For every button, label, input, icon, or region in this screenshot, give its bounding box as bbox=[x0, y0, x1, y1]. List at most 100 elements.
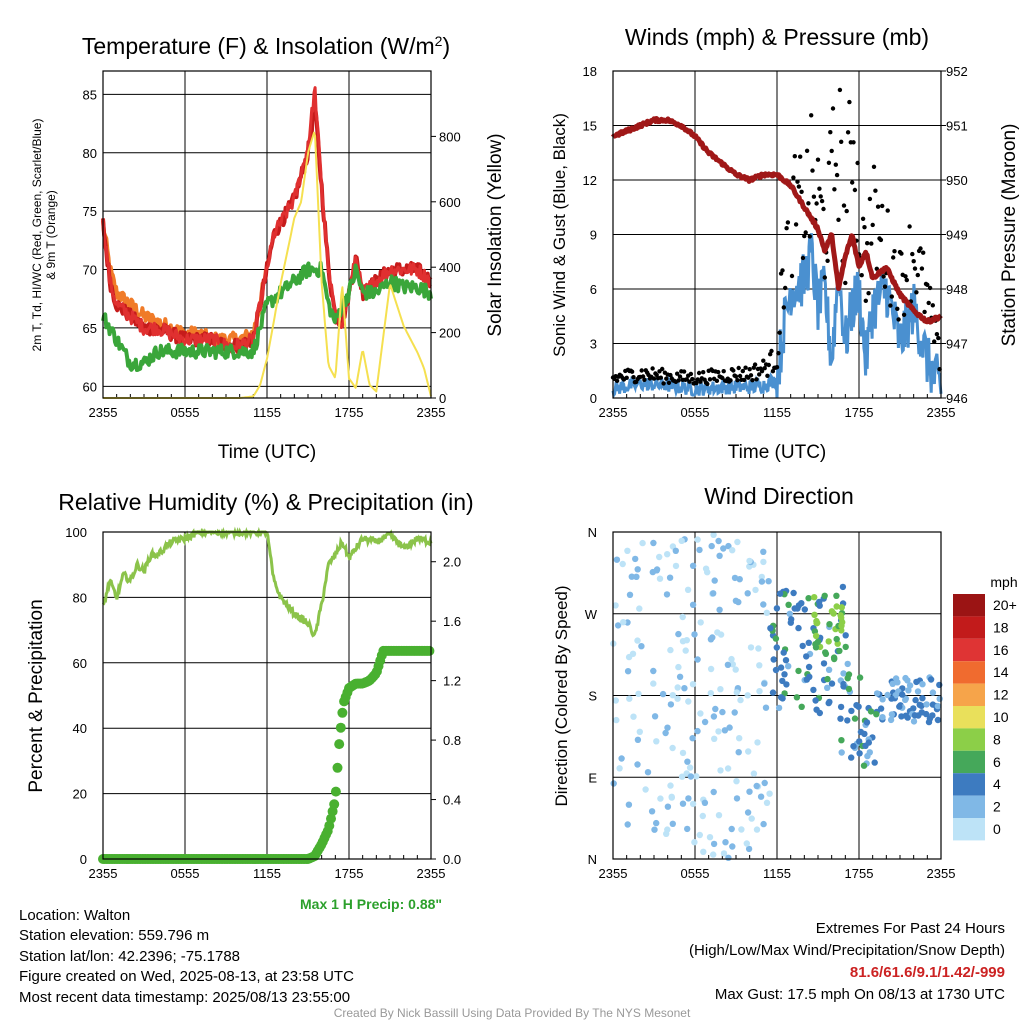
y-axis-label: Direction (Colored By Speed) bbox=[552, 585, 571, 806]
colorbar-label: 0 bbox=[993, 821, 1001, 837]
direction-point bbox=[716, 606, 723, 613]
gust-point bbox=[814, 201, 819, 206]
gust-point bbox=[735, 378, 740, 383]
direction-point bbox=[820, 660, 828, 667]
direction-point bbox=[685, 698, 692, 705]
gust-point bbox=[792, 154, 797, 159]
direction-point bbox=[855, 703, 862, 710]
gust-point bbox=[851, 140, 856, 145]
y-tick-label: 85 bbox=[83, 87, 97, 102]
direction-point bbox=[786, 610, 793, 617]
direction-point bbox=[682, 647, 689, 654]
x-tick-label: 2355 bbox=[417, 405, 446, 420]
direction-point bbox=[613, 556, 621, 563]
direction-point bbox=[793, 694, 801, 701]
direction-point bbox=[760, 601, 767, 608]
direction-point bbox=[844, 675, 851, 682]
direction-point bbox=[710, 840, 718, 848]
y2-tick-label: 400 bbox=[439, 260, 461, 275]
direction-point bbox=[636, 605, 643, 612]
x-tick-label: 1755 bbox=[845, 866, 874, 881]
x-tick-label: 2355 bbox=[599, 866, 628, 881]
direction-point bbox=[619, 560, 626, 568]
direction-point bbox=[694, 727, 701, 735]
y-tick-label: N bbox=[588, 852, 597, 867]
direction-point bbox=[656, 553, 663, 561]
direction-point bbox=[664, 551, 671, 558]
direction-point bbox=[708, 542, 715, 550]
direction-point bbox=[877, 705, 885, 712]
gust-point bbox=[914, 290, 919, 295]
y2-tick-label: 0.0 bbox=[443, 852, 461, 867]
direction-point bbox=[689, 681, 697, 688]
direction-point bbox=[699, 812, 706, 820]
gust-point bbox=[806, 201, 811, 206]
y2-tick-label: 0.8 bbox=[443, 733, 461, 748]
direction-point bbox=[838, 737, 845, 744]
gust-point bbox=[798, 154, 803, 159]
direction-point bbox=[625, 801, 633, 808]
direction-point bbox=[707, 690, 714, 697]
gust-point bbox=[660, 366, 665, 372]
gust-point bbox=[845, 130, 851, 135]
direction-point bbox=[729, 661, 736, 668]
direction-point bbox=[697, 710, 704, 717]
colorbar-label: 12 bbox=[993, 687, 1009, 703]
direction-point bbox=[773, 644, 780, 651]
direction-point bbox=[856, 738, 863, 745]
gust-point bbox=[875, 204, 881, 209]
colorbar-swatch bbox=[953, 661, 985, 684]
direction-point bbox=[715, 537, 722, 545]
gust-point bbox=[834, 172, 840, 178]
gust-point bbox=[832, 187, 837, 192]
y-tick-label: 80 bbox=[73, 590, 87, 605]
direction-point bbox=[785, 663, 792, 670]
gust-point bbox=[904, 277, 909, 283]
direction-point bbox=[805, 663, 813, 671]
direction-point bbox=[770, 656, 777, 663]
direction-point bbox=[717, 767, 724, 774]
direction-point bbox=[669, 820, 676, 827]
direction-point bbox=[722, 839, 729, 846]
gust-point bbox=[696, 370, 702, 376]
gust-point bbox=[822, 275, 827, 280]
direction-point bbox=[663, 591, 671, 598]
precip-point bbox=[329, 799, 340, 810]
gust-point bbox=[885, 208, 890, 213]
direction-point bbox=[934, 716, 942, 724]
direction-point bbox=[799, 642, 806, 650]
direction-point bbox=[766, 790, 773, 797]
y-tick-label: 100 bbox=[65, 525, 87, 540]
gust-point bbox=[770, 369, 776, 374]
gust-point bbox=[807, 234, 812, 239]
direction-point bbox=[758, 578, 766, 585]
gust-point bbox=[818, 194, 823, 199]
gust-point bbox=[654, 372, 659, 378]
gust-point bbox=[740, 368, 745, 374]
gust-point bbox=[895, 306, 900, 311]
gust-point bbox=[892, 249, 897, 254]
gust-point bbox=[687, 379, 692, 384]
direction-point bbox=[733, 689, 740, 696]
gust-point bbox=[731, 368, 736, 373]
location-text: Location: Walton bbox=[19, 907, 131, 924]
colorbar-label: 4 bbox=[993, 776, 1001, 792]
direction-point bbox=[790, 589, 797, 597]
gust-point bbox=[661, 381, 666, 386]
direction-point bbox=[912, 696, 919, 704]
gust-point bbox=[815, 157, 821, 162]
direction-point bbox=[888, 711, 896, 718]
direction-point bbox=[906, 682, 914, 689]
direction-point bbox=[763, 799, 771, 806]
direction-point bbox=[902, 712, 910, 719]
gust-point bbox=[918, 246, 923, 251]
max-precip-annotation: Max 1 H Precip: 0.88" bbox=[300, 896, 443, 912]
direction-point bbox=[884, 691, 891, 699]
gust-point bbox=[837, 87, 843, 93]
direction-point bbox=[744, 590, 751, 597]
created-text: Figure created on Wed, 2025-08-13, at 23… bbox=[19, 968, 354, 986]
direction-point bbox=[873, 711, 880, 718]
y2-tick-label: 952 bbox=[946, 64, 968, 79]
y-tick-label: 75 bbox=[83, 204, 97, 219]
